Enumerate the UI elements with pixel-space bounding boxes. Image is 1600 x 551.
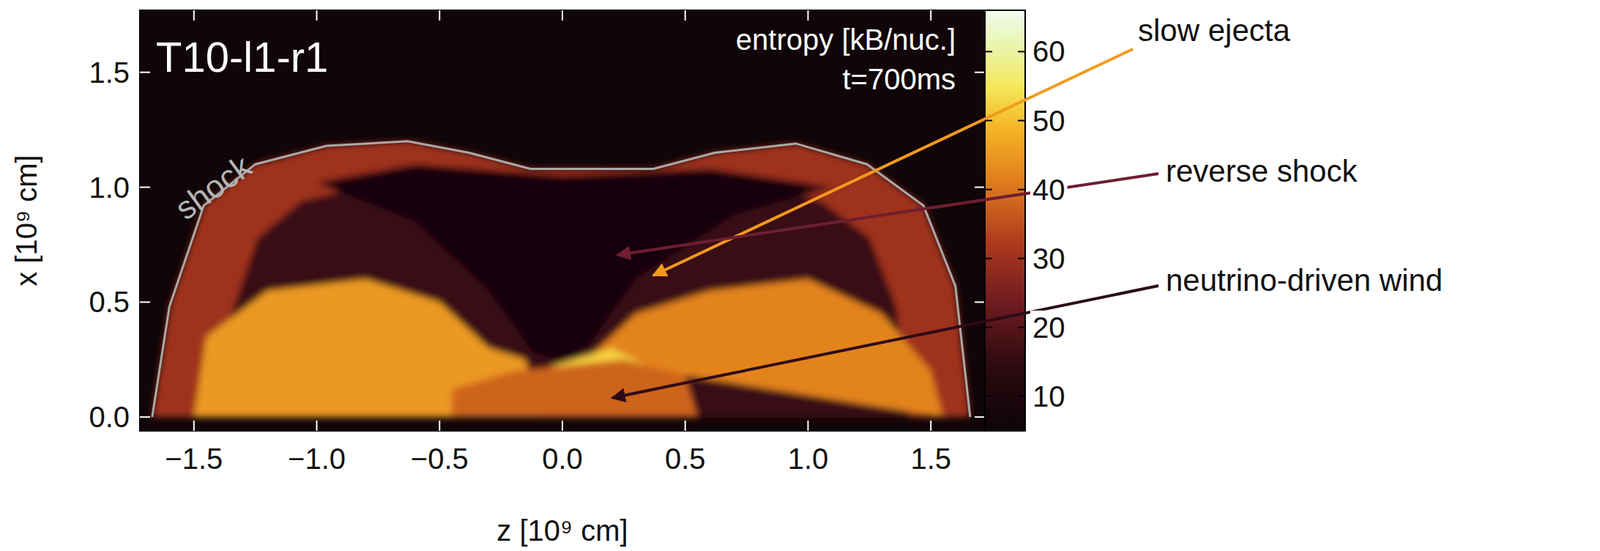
annotation: slow ejecta <box>1137 13 1291 48</box>
x-tick <box>929 420 932 431</box>
figure: −1.5 −1.0 −0.5 0.0 0.5 1.0 1.5 0.0 0.5 1.0 1.5 z [1… <box>0 0 1600 551</box>
colorbar-tick <box>984 120 993 122</box>
y-tick <box>974 415 985 418</box>
colorbar-tick-label: 50 <box>1032 104 1066 137</box>
x-tick <box>561 10 564 21</box>
x-tick-label: −1.0 <box>287 442 346 475</box>
x-tick <box>806 420 809 431</box>
title: T10-l1-r1 <box>155 32 329 81</box>
colorbar-tick <box>1017 395 1026 397</box>
annotation-arrow <box>612 285 1159 398</box>
label-patch <box>1030 172 1068 207</box>
y-tick <box>139 71 151 74</box>
y-tick <box>139 186 151 189</box>
x-tick-label: 1.5 <box>910 442 952 475</box>
x-tick <box>684 10 687 21</box>
label-patch <box>1030 379 1068 413</box>
colorbar-tick <box>984 50 993 52</box>
x-tick-label: 0.0 <box>541 442 583 475</box>
label-patch <box>1030 34 1068 69</box>
subtitle: t=700ms <box>842 62 956 96</box>
x-tick-label: 0.5 <box>664 442 706 475</box>
annotation: neutrino-driven wind <box>1165 262 1443 298</box>
label-patch <box>1030 103 1068 138</box>
colorbar-tick <box>984 188 993 191</box>
colorbar-tick-label: 10 <box>1032 380 1066 413</box>
colorbar-tick-label: 30 <box>1032 242 1066 275</box>
x-axis-title: z [10⁹ cm] <box>496 514 628 547</box>
x-tick <box>438 10 441 21</box>
x-tick-label: 1.0 <box>787 442 829 475</box>
x-tick <box>193 420 195 431</box>
y-tick-label: 1.5 <box>88 56 130 89</box>
colorbar-tick <box>1017 326 1026 329</box>
x-tick <box>193 10 195 21</box>
y-tick-label: 1.0 <box>88 171 130 204</box>
label-patch <box>1030 310 1068 345</box>
colorbar-tick-label: 60 <box>1032 35 1066 68</box>
x-tick <box>684 420 687 431</box>
y-tick <box>139 300 151 303</box>
y-tick <box>974 186 985 189</box>
x-tick <box>316 10 318 21</box>
y-tick <box>974 71 985 74</box>
x-tick-label: −0.5 <box>410 442 469 475</box>
annotation: reverse shock <box>1165 153 1358 189</box>
label-patch <box>1030 241 1068 276</box>
colorbar-tick <box>1017 120 1026 122</box>
colorbar-tick-label: 40 <box>1032 173 1066 206</box>
colorbar-tick <box>1017 50 1026 52</box>
colorbar <box>984 10 1026 431</box>
annotation-arrow <box>653 49 1133 276</box>
colorbar-tick <box>984 326 993 329</box>
annotation-arrow <box>617 173 1159 255</box>
x-tick <box>561 420 564 431</box>
plot-frame <box>139 10 985 431</box>
x-tick <box>316 420 318 431</box>
colorbar-title: entropy [kB/nuc.] <box>735 23 956 56</box>
y-tick <box>974 300 985 303</box>
colorbar-tick <box>1017 188 1026 191</box>
colorbar-tick-label: 20 <box>1032 311 1066 344</box>
y-tick-label: 0.0 <box>88 400 130 433</box>
colorbar-tick <box>984 257 993 260</box>
x-tick-label: −1.5 <box>164 442 223 475</box>
y-tick <box>139 415 151 418</box>
y-axis-title: x [10⁹ cm] <box>10 154 43 286</box>
x-tick <box>438 420 441 431</box>
y-tick-label: 0.5 <box>88 285 130 318</box>
x-tick <box>929 10 932 21</box>
colorbar-tick <box>1017 257 1026 260</box>
x-tick <box>806 10 809 21</box>
shock-label: shock <box>168 147 259 227</box>
plot-area <box>139 10 985 431</box>
colorbar-tick <box>984 395 993 397</box>
background <box>139 10 985 431</box>
